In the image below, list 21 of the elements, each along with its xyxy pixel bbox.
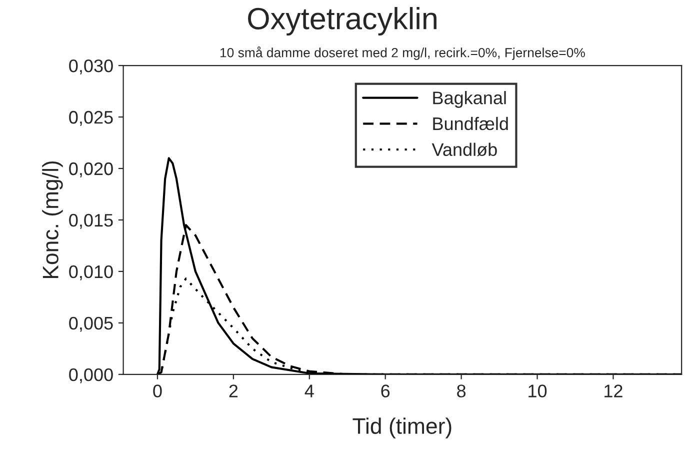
x-tick-label: 10 [528, 384, 547, 398]
y-tick-label: 0,020 [69, 162, 113, 178]
y-tick-label: 0,000 [69, 368, 113, 384]
x-tick-label: 8 [457, 384, 466, 398]
x-axis-title: Tid (timer) [352, 418, 452, 438]
y-tick-label: 0,010 [69, 265, 113, 280]
y-tick-label: 0,030 [69, 59, 113, 74]
y-tick-label: 0,025 [69, 110, 113, 126]
x-tick-label: 12 [604, 384, 622, 398]
x-tick-label: 2 [229, 384, 238, 398]
y-tick-label: 0,015 [69, 214, 113, 229]
legend-label: Vandløb [432, 142, 497, 156]
x-tick-label: 4 [304, 384, 314, 398]
legend-label: Bagkanal [433, 91, 506, 108]
legend-label: Bundfæld [433, 116, 508, 130]
x-tick-label: 0 [153, 384, 162, 398]
chart-title: Oxytetracyklin [248, 7, 436, 36]
x-tick-label: 6 [381, 384, 390, 398]
y-axis-title: Konc. (mg/l) [42, 161, 63, 278]
chart-subtitle: 10 små damme doseret med 2 mg/l, recirk.=0%, Fjernelse=0% [220, 46, 585, 60]
y-tick-label: 0,005 [69, 316, 113, 332]
